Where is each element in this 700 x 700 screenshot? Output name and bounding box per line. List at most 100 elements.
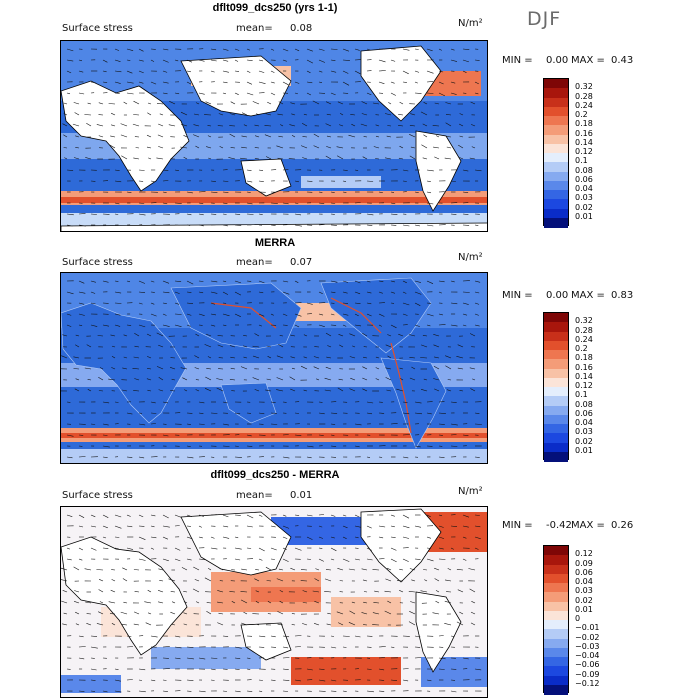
wind-vector [446, 146, 452, 149]
wind-vector [102, 70, 107, 73]
wind-vector [122, 367, 128, 370]
wind-vector [324, 377, 332, 381]
wind-vector [447, 379, 452, 381]
colorbar-segment [544, 125, 568, 135]
wind-vector [180, 146, 188, 149]
wind-vector [138, 81, 144, 84]
wind-vector [87, 379, 92, 381]
wind-vector [121, 155, 128, 160]
wind-vector [270, 635, 276, 638]
wind-vector [198, 59, 205, 62]
wind-vector [438, 547, 444, 550]
wind-vector [75, 147, 80, 149]
wind-vector [150, 679, 156, 682]
wind-vector [219, 146, 224, 149]
wind-vector [409, 155, 416, 160]
wind-vector [210, 547, 218, 550]
wind-vector [366, 213, 374, 216]
wind-vector [138, 456, 145, 459]
wind-vector [342, 70, 349, 74]
wind-vector [246, 213, 254, 215]
colorbar-segment [544, 97, 568, 108]
wind-vector [210, 536, 215, 539]
wind-vector [62, 623, 68, 626]
wind-vector [318, 59, 326, 63]
wind-vector [336, 611, 344, 615]
wind-vector [277, 623, 284, 626]
wind-vector [474, 224, 479, 226]
wind-vector [366, 412, 373, 415]
wind-vector [73, 102, 80, 105]
wind-vector [409, 357, 416, 359]
wind-vector [229, 379, 236, 381]
wind-vector [150, 313, 157, 317]
wind-vector [342, 280, 349, 283]
wind-vector [229, 133, 236, 138]
wind-vector [96, 124, 104, 127]
wind-vector [282, 59, 287, 62]
wind-vector [174, 657, 181, 660]
panel-3-vectors [61, 514, 482, 693]
wind-vector [114, 668, 119, 670]
wind-vector [217, 590, 224, 593]
wind-vector [168, 578, 176, 582]
wind-vector [433, 146, 440, 149]
wind-vector [409, 611, 416, 615]
wind-vector [170, 591, 176, 593]
wind-vector [339, 580, 344, 582]
wind-vector [210, 313, 217, 316]
wind-vector [171, 623, 176, 626]
wind-vector [330, 191, 335, 193]
wind-vector [90, 646, 98, 649]
wind-vector [222, 202, 228, 204]
wind-vector [354, 514, 360, 518]
wind-vector [186, 213, 192, 216]
wind-vector [438, 70, 444, 73]
wind-vector [294, 679, 301, 682]
wind-vector [450, 280, 455, 283]
wind-vector [102, 324, 110, 327]
wind-vector [278, 101, 284, 105]
south-america-land [380, 357, 447, 449]
wind-vector [462, 525, 469, 528]
wind-vector [126, 646, 134, 648]
wind-vector [171, 378, 176, 381]
wind-vector [277, 113, 284, 116]
wind-vector [222, 191, 229, 193]
wind-vector [66, 558, 72, 561]
wind-vector [222, 213, 227, 215]
wind-vector [158, 123, 164, 127]
wind-vector [63, 113, 68, 116]
wind-vector [361, 101, 368, 105]
wind-vector [78, 224, 86, 227]
wind-vector [66, 313, 72, 316]
wind-vector [426, 169, 434, 172]
wind-vector [330, 434, 335, 436]
wind-vector [184, 389, 188, 392]
wind-vector [114, 313, 121, 316]
colorbar-tick-label: 0.02 [575, 202, 593, 212]
colorbar-segment [544, 657, 568, 667]
wind-vector [144, 601, 152, 604]
wind-vector [338, 334, 344, 337]
east-pac-patch [331, 597, 401, 627]
wind-vector [444, 579, 452, 582]
wind-vector [234, 313, 241, 317]
wind-vector [207, 356, 212, 359]
north-america-land [320, 277, 432, 354]
wind-vector [402, 412, 410, 415]
wind-vector [291, 624, 296, 626]
wind-vector [291, 367, 296, 370]
wind-vector [462, 657, 469, 660]
wind-vector [378, 81, 385, 84]
panel-1-min-label: MIN = [502, 55, 533, 66]
wind-vector [267, 368, 272, 370]
wind-vector [276, 389, 284, 392]
wind-vector [138, 558, 146, 561]
australia-land [240, 158, 292, 197]
wind-vector [378, 313, 385, 317]
wind-vector [282, 547, 287, 550]
wind-vector [282, 202, 289, 205]
wind-vector [180, 111, 188, 116]
wind-vector [378, 536, 384, 539]
